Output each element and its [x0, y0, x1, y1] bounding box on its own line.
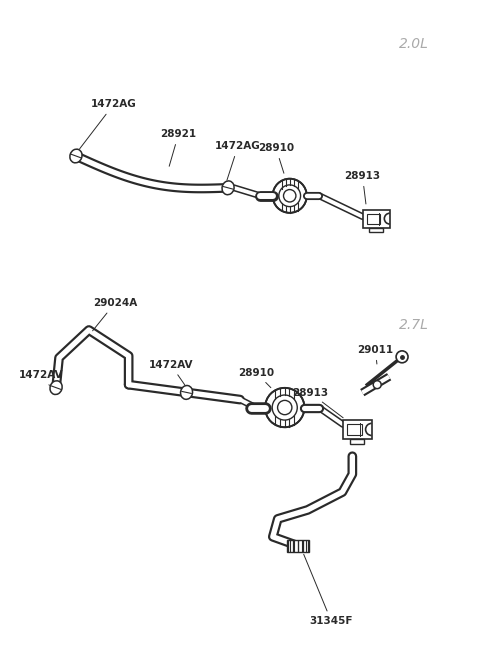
- Bar: [348, 424, 361, 435]
- Text: 29024A: 29024A: [93, 298, 137, 331]
- Circle shape: [396, 351, 408, 363]
- Text: 1472AG: 1472AG: [215, 141, 261, 180]
- Text: 31345F: 31345F: [304, 554, 353, 626]
- Ellipse shape: [50, 381, 62, 394]
- Bar: [367, 214, 380, 224]
- Text: 28921: 28921: [160, 129, 197, 166]
- Text: 1472AV: 1472AV: [148, 360, 193, 385]
- Text: 28913: 28913: [344, 171, 381, 204]
- Bar: [350, 439, 364, 443]
- Bar: [370, 227, 383, 232]
- Text: 28910: 28910: [258, 143, 294, 173]
- Text: 1472AV: 1472AV: [19, 369, 64, 385]
- Text: 1472AG: 1472AG: [80, 100, 137, 149]
- Text: 29011: 29011: [357, 345, 394, 364]
- Text: 2.7L: 2.7L: [399, 318, 429, 332]
- Circle shape: [265, 388, 304, 427]
- Text: 2.0L: 2.0L: [399, 37, 429, 50]
- Ellipse shape: [70, 149, 82, 163]
- Ellipse shape: [222, 181, 234, 195]
- Bar: [287, 540, 309, 552]
- Ellipse shape: [180, 386, 192, 400]
- Text: 28913: 28913: [292, 388, 343, 418]
- Bar: [363, 210, 390, 227]
- Text: 28910: 28910: [238, 367, 274, 388]
- Bar: [343, 420, 372, 439]
- Circle shape: [273, 179, 307, 213]
- Circle shape: [373, 381, 381, 388]
